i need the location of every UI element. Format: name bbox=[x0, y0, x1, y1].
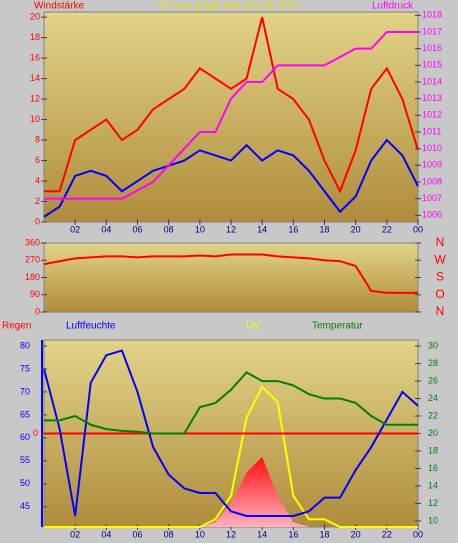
series-label: Temperatur bbox=[312, 321, 363, 332]
area bbox=[44, 456, 418, 527]
x-tick-label: 12 bbox=[226, 529, 236, 539]
x-tick-label: 04 bbox=[101, 529, 111, 539]
tick-label: 16 bbox=[428, 463, 438, 473]
tick-label: 1007 bbox=[422, 193, 442, 203]
tick-label: 12 bbox=[428, 498, 438, 508]
tick-label: 4 bbox=[35, 175, 40, 185]
tick-label: 1018 bbox=[422, 10, 442, 20]
tick-label: 1008 bbox=[422, 176, 442, 186]
tick-label: 1014 bbox=[422, 76, 442, 86]
x-tick-label: 10 bbox=[195, 224, 205, 234]
x-tick-label: 18 bbox=[319, 224, 329, 234]
tick-label: O bbox=[435, 287, 444, 301]
tick-label: 1012 bbox=[422, 110, 442, 120]
tick-label: 1017 bbox=[422, 26, 442, 36]
x-tick-label: 22 bbox=[382, 529, 392, 539]
x-tick-label: 06 bbox=[132, 224, 142, 234]
tick-label: 12 bbox=[30, 93, 40, 103]
chart-title: 24 hour graph day Juni 30 2017 bbox=[158, 1, 300, 12]
tick-label: 10 bbox=[428, 515, 438, 525]
y-axis-label: Windstärke bbox=[34, 1, 84, 12]
tick-label: 18 bbox=[30, 32, 40, 42]
tick-label: N bbox=[436, 304, 445, 318]
x-tick-label: 20 bbox=[351, 224, 361, 234]
tick-label: 20 bbox=[428, 428, 438, 438]
tick-label: 16 bbox=[30, 52, 40, 62]
tick-label: 1010 bbox=[422, 143, 442, 153]
x-tick-label: 18 bbox=[319, 529, 329, 539]
x-tick-label: 10 bbox=[195, 529, 205, 539]
tick-label: W bbox=[434, 252, 446, 266]
line bbox=[43, 349, 419, 517]
tick-label: 360 bbox=[25, 237, 40, 247]
tick-label: 1013 bbox=[422, 93, 442, 103]
series-label: Luftdruck bbox=[372, 1, 414, 12]
line bbox=[43, 253, 418, 294]
series-label: UV bbox=[246, 321, 260, 332]
tick-label: 24 bbox=[428, 393, 438, 403]
x-tick-label: 06 bbox=[132, 529, 142, 539]
tick-label: 0 bbox=[35, 216, 40, 226]
x-tick-label: 22 bbox=[382, 224, 392, 234]
tick-label: 14 bbox=[30, 73, 40, 83]
plot-area bbox=[43, 11, 419, 223]
tick-label: 28 bbox=[428, 358, 438, 368]
tick-label: 30 bbox=[428, 340, 438, 350]
x-tick-label: 04 bbox=[101, 224, 111, 234]
tick-label: 1011 bbox=[422, 126, 441, 136]
tick-label: 65 bbox=[20, 409, 30, 419]
tick-label: 0 bbox=[33, 428, 38, 438]
x-tick-label: 16 bbox=[288, 224, 298, 234]
tick-label: 26 bbox=[428, 375, 438, 385]
tick-label: 70 bbox=[20, 386, 30, 396]
tick-label: 1009 bbox=[422, 160, 442, 170]
x-tick-label: 14 bbox=[257, 529, 267, 539]
tick-label: 45 bbox=[20, 501, 30, 511]
series-label: Regen bbox=[2, 321, 31, 332]
line bbox=[43, 138, 419, 218]
tick-label: 1015 bbox=[422, 60, 442, 70]
tick-label: 270 bbox=[25, 255, 40, 265]
tick-label: 90 bbox=[30, 289, 40, 299]
tick-label: 22 bbox=[428, 410, 438, 420]
tick-label: 14 bbox=[428, 480, 438, 490]
tick-label: 2 bbox=[35, 196, 40, 206]
x-tick-label: 08 bbox=[164, 224, 174, 234]
x-tick-label: 14 bbox=[257, 224, 267, 234]
tick-label: 50 bbox=[20, 478, 30, 488]
tick-label: 60 bbox=[20, 432, 30, 442]
tick-label: S bbox=[436, 270, 444, 284]
x-tick-label: 08 bbox=[164, 529, 174, 539]
tick-label: 6 bbox=[35, 155, 40, 165]
line bbox=[44, 31, 418, 200]
tick-label: 180 bbox=[25, 272, 40, 282]
tick-label: 10 bbox=[30, 114, 40, 124]
x-tick-label: 20 bbox=[351, 529, 361, 539]
tick-label: 1016 bbox=[422, 43, 442, 53]
tick-label: 1006 bbox=[422, 210, 442, 220]
x-tick-label: 00 bbox=[413, 529, 423, 539]
tick-label: 8 bbox=[35, 134, 40, 144]
tick-label: 55 bbox=[20, 455, 30, 465]
tick-label: 75 bbox=[20, 363, 30, 373]
tick-label: 18 bbox=[428, 445, 438, 455]
x-tick-label: 00 bbox=[413, 224, 423, 234]
x-tick-label: 02 bbox=[70, 529, 80, 539]
x-tick-label: 02 bbox=[70, 224, 80, 234]
x-tick-label: 16 bbox=[288, 529, 298, 539]
line bbox=[44, 371, 418, 435]
tick-label: 20 bbox=[30, 11, 40, 21]
tick-label: 0 bbox=[35, 306, 40, 316]
line bbox=[44, 16, 419, 194]
series-label: Luftfeuchte bbox=[66, 321, 116, 332]
line bbox=[44, 385, 418, 528]
tick-label: 80 bbox=[20, 340, 30, 350]
tick-label: N bbox=[436, 235, 445, 249]
x-tick-label: 12 bbox=[226, 224, 236, 234]
